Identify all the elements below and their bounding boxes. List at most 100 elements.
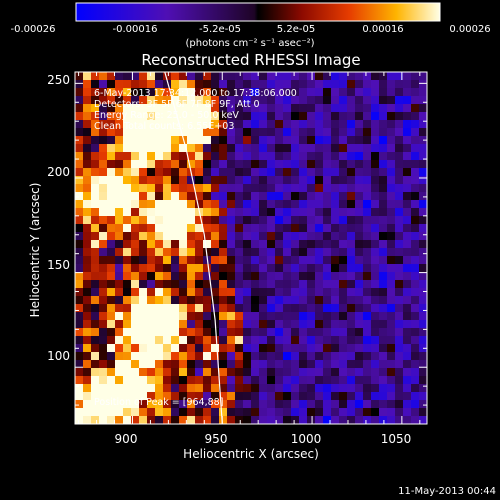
heatmap-cell [387, 352, 396, 361]
heatmap-cell [203, 392, 212, 401]
heatmap-cell [299, 192, 308, 201]
heatmap-cell [235, 344, 244, 353]
heatmap-cell [251, 168, 260, 177]
heatmap-cell [291, 128, 300, 137]
heatmap-cell [131, 152, 140, 161]
heatmap-cell [419, 88, 428, 97]
heatmap-cell [371, 192, 380, 201]
heatmap-cell [339, 376, 348, 385]
heatmap-cell [403, 96, 412, 105]
heatmap-cell [347, 256, 356, 265]
heatmap-cell [283, 312, 292, 321]
heatmap-cell [395, 208, 404, 217]
heatmap-cell [387, 264, 396, 273]
heatmap-cell [387, 208, 396, 217]
heatmap-cell [203, 72, 212, 81]
heatmap-cell [315, 336, 324, 345]
heatmap-cell [75, 72, 84, 81]
heatmap-cell [403, 392, 412, 401]
heatmap-cell [347, 328, 356, 337]
heatmap-cell [267, 352, 276, 361]
heatmap-cell [227, 288, 236, 297]
heatmap-cell [75, 144, 84, 153]
heatmap-cell [355, 184, 364, 193]
heatmap-cell [347, 88, 356, 97]
heatmap-cell [147, 256, 156, 265]
heatmap-cell [243, 144, 252, 153]
heatmap-cell [131, 112, 140, 121]
heatmap-cell [243, 264, 252, 273]
heatmap-cell [179, 416, 188, 425]
colorbar [75, 2, 441, 22]
heatmap-cell [147, 376, 156, 385]
heatmap-cell [371, 328, 380, 337]
heatmap-cell [211, 416, 220, 425]
heatmap-cell [299, 392, 308, 401]
heatmap-cell [163, 272, 172, 281]
heatmap-cell [379, 200, 388, 209]
heatmap-cell [403, 216, 412, 225]
heatmap-cell [99, 96, 108, 105]
heatmap-cell [411, 416, 420, 425]
heatmap-cell [155, 240, 164, 249]
heatmap-cell [131, 224, 140, 233]
heatmap-cell [115, 80, 124, 89]
heatmap-cell [331, 384, 340, 393]
heatmap-cell [83, 128, 92, 137]
heatmap-cell [323, 216, 332, 225]
heatmap-cell [363, 144, 372, 153]
heatmap-cell [267, 408, 276, 417]
heatmap-cell [283, 200, 292, 209]
heatmap-cell [227, 208, 236, 217]
heatmap-cell [147, 264, 156, 273]
heatmap-cell [171, 128, 180, 137]
heatmap-cell [363, 80, 372, 89]
heatmap-cell [347, 208, 356, 217]
heatmap-cell [331, 264, 340, 273]
heatmap-cell [203, 168, 212, 177]
heatmap-cell [203, 192, 212, 201]
heatmap-cell [155, 192, 164, 201]
heatmap-cell [323, 152, 332, 161]
heatmap-cell [299, 112, 308, 121]
heatmap-cell [403, 248, 412, 257]
heatmap-cell [195, 152, 204, 161]
heatmap-cell [131, 392, 140, 401]
heatmap-cell [219, 192, 228, 201]
heatmap-cell [235, 128, 244, 137]
heatmap-cell [123, 376, 132, 385]
heatmap-cell [187, 136, 196, 145]
heatmap-cell [403, 176, 412, 185]
heatmap-cell [291, 168, 300, 177]
heatmap-cell [219, 376, 228, 385]
heatmap-cell [403, 256, 412, 265]
heatmap-cell [283, 264, 292, 273]
heatmap-cell [403, 224, 412, 233]
heatmap-cell [179, 312, 188, 321]
heatmap-cell [331, 288, 340, 297]
heatmap-cell [219, 112, 228, 121]
colorbar-tick-label: -0.00016 [112, 24, 158, 35]
heatmap-cell [75, 152, 84, 161]
heatmap-cell [387, 392, 396, 401]
heatmap-cell [147, 240, 156, 249]
heatmap-cell [411, 376, 420, 385]
heatmap-cell [123, 216, 132, 225]
heatmap-cell [211, 336, 220, 345]
heatmap-cell [163, 344, 172, 353]
heatmap-cell [219, 384, 228, 393]
heatmap-cell [355, 344, 364, 353]
heatmap-cell [331, 112, 340, 121]
heatmap-cell [379, 248, 388, 257]
heatmap-cell [403, 296, 412, 305]
heatmap-cell [267, 376, 276, 385]
heatmap-cell [211, 136, 220, 145]
heatmap-cell [187, 272, 196, 281]
heatmap-cell [275, 368, 284, 377]
heatmap-cell [163, 80, 172, 89]
heatmap-cell [395, 152, 404, 161]
heatmap-cell [211, 80, 220, 89]
heatmap-cell [83, 104, 92, 113]
heatmap-cell [323, 208, 332, 217]
heatmap-cell [387, 296, 396, 305]
